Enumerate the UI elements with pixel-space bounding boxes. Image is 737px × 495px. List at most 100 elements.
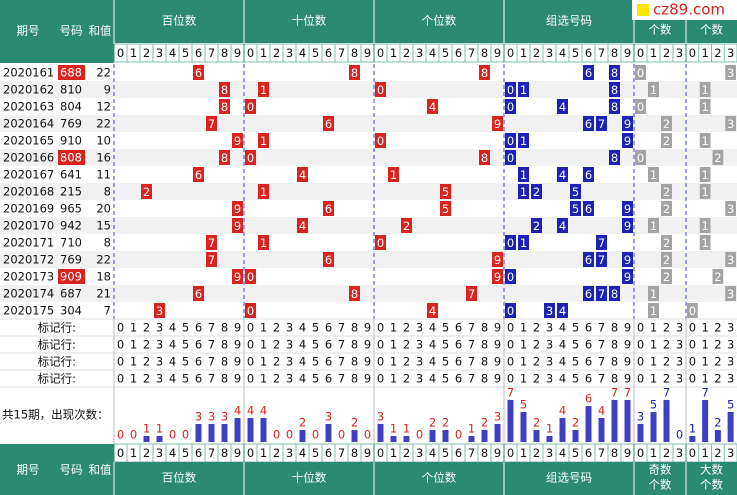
count-bar	[299, 430, 306, 442]
hit-digit: 8	[221, 100, 228, 114]
marker-digit: 6	[455, 372, 462, 386]
digit-label: 3	[546, 46, 553, 60]
marker-digit: 1	[390, 321, 397, 335]
marker-digit: 7	[208, 321, 215, 335]
hit-digit: 4	[559, 168, 566, 182]
hit-digit: 9	[494, 117, 501, 131]
count-bar	[714, 430, 721, 442]
digit-label: 3	[416, 446, 423, 460]
digit-label: 1	[130, 46, 137, 60]
hit-cell	[699, 167, 711, 182]
hit-cell	[518, 235, 529, 250]
number: 909	[60, 270, 82, 284]
hit-digit: 1	[390, 168, 397, 182]
count-bar	[702, 400, 709, 442]
hit-cell	[427, 303, 438, 318]
marker-digit: 3	[546, 321, 553, 335]
hit-digit: 1	[650, 219, 657, 233]
digit-label: 1	[260, 46, 267, 60]
marker-digit: 3	[727, 355, 734, 369]
marker-digit: 1	[130, 372, 137, 386]
hit-digit: 6	[585, 117, 592, 131]
count-value: 0	[286, 428, 293, 442]
hit-digit: 2	[533, 185, 540, 199]
digit-label: 2	[714, 446, 721, 460]
hit-cell	[518, 184, 529, 199]
hit-cell	[219, 150, 230, 165]
count-value: 7	[701, 386, 708, 400]
count-bar	[208, 424, 215, 442]
period: 2020164	[3, 117, 54, 131]
hit-digit: 7	[208, 117, 215, 131]
count-value: 1	[143, 422, 150, 436]
hit-cell	[725, 65, 736, 80]
digit-label: 0	[689, 46, 696, 60]
count-bar	[727, 412, 734, 442]
hit-digit: 9	[624, 270, 631, 284]
count-value: 1	[390, 422, 397, 436]
hit-cell	[583, 116, 594, 131]
marker-digit: 0	[117, 355, 124, 369]
marker-digit: 8	[611, 372, 618, 386]
count-value: 0	[338, 428, 345, 442]
header-label: 期号	[17, 24, 40, 38]
hit-cell	[635, 65, 646, 80]
hit-digit: 4	[429, 304, 436, 318]
marker-digit: 9	[364, 372, 371, 386]
digit-label: 2	[273, 446, 280, 460]
hit-cell	[505, 303, 516, 318]
hit-digit: 6	[585, 202, 592, 216]
hit-cell	[544, 303, 555, 318]
marker-digit: 1	[701, 321, 708, 335]
digit-label: 2	[273, 46, 280, 60]
marker-digit: 4	[559, 355, 566, 369]
hit-cell	[505, 99, 516, 114]
marker-digit: 2	[143, 372, 150, 386]
hit-digit: 4	[559, 100, 566, 114]
digit-label: 9	[234, 46, 241, 60]
digit-label: 5	[572, 446, 579, 460]
digit-label: 7	[468, 446, 475, 460]
marker-digit: 6	[325, 355, 332, 369]
hit-cell	[622, 116, 633, 131]
marker-label: 标记行:	[38, 338, 76, 352]
marker-digit: 6	[455, 338, 462, 352]
hit-cell	[206, 235, 217, 250]
number: 804	[60, 100, 82, 114]
sum: 10	[96, 134, 111, 148]
hit-cell	[609, 286, 620, 301]
hit-digit: 1	[650, 304, 657, 318]
marker-digit: 2	[714, 355, 721, 369]
hit-digit: 3	[727, 202, 734, 216]
marker-digit: 4	[169, 355, 176, 369]
marker-digit: 3	[156, 321, 163, 335]
sum: 22	[96, 117, 111, 131]
footer-section: 组选号码	[546, 471, 592, 485]
hit-cell	[206, 116, 217, 131]
marker-digit: 7	[468, 372, 475, 386]
marker-digit: 7	[598, 338, 605, 352]
section-title: 十位数	[292, 14, 327, 28]
marker-digit: 1	[260, 355, 267, 369]
hit-digit: 1	[260, 185, 267, 199]
marker-digit: 1	[130, 355, 137, 369]
marker-digit: 2	[403, 338, 410, 352]
section-title: 个数	[649, 23, 672, 37]
hit-digit: 0	[689, 304, 696, 318]
period: 2020165	[3, 134, 54, 148]
number: 215	[60, 185, 82, 199]
hit-cell	[518, 82, 529, 97]
marker-digit: 9	[234, 338, 241, 352]
hit-cell	[258, 133, 269, 148]
hit-cell	[245, 303, 256, 318]
hit-digit: 8	[481, 151, 488, 165]
count-value: 0	[273, 428, 280, 442]
hit-cell	[323, 201, 334, 216]
hit-digit: 1	[701, 219, 708, 233]
hit-digit: 0	[507, 100, 514, 114]
sum: 22	[96, 253, 111, 267]
digit-label: 4	[169, 446, 176, 460]
hit-cell	[635, 99, 646, 114]
digit-label: 0	[377, 446, 384, 460]
